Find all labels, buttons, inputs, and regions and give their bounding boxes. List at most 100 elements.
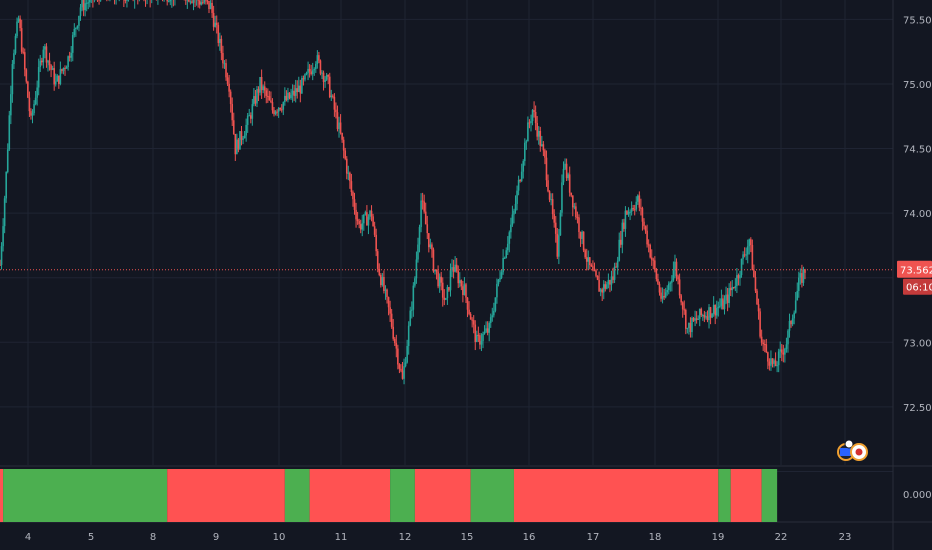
candle-body [468, 309, 470, 314]
indicator-segment [718, 469, 731, 522]
candle-body [226, 77, 229, 84]
candle-body [220, 38, 223, 53]
candle-body [372, 216, 374, 227]
candle-body [793, 312, 795, 319]
candle-body [214, 22, 216, 27]
candle-body [527, 122, 529, 142]
candle-body [684, 309, 687, 329]
candle-body [714, 304, 717, 316]
candle-body [706, 316, 709, 321]
candle-body [2, 226, 4, 247]
candle-body [616, 260, 619, 268]
candle-body [715, 307, 718, 316]
candle-body [212, 12, 215, 27]
last-price-label: 73.562 [900, 266, 932, 277]
candle-body [499, 277, 501, 280]
candle-body [618, 239, 621, 261]
candle-body [585, 257, 588, 262]
candle-body [746, 246, 749, 255]
candle-body [462, 286, 464, 295]
candle-body [567, 174, 569, 179]
price-axis[interactable]: 75.500 75.000 74.500 74.000 73.000 72.500 [903, 15, 932, 414]
candle-body [553, 214, 556, 223]
candle-body [205, 0, 207, 1]
candle-body [44, 46, 46, 50]
candle-body [578, 217, 580, 233]
candle-body [791, 318, 794, 325]
candle-body [660, 292, 662, 299]
candle-body [407, 325, 410, 347]
candle-body [51, 68, 54, 70]
price-tick-label: 72.500 [903, 403, 932, 414]
time-tick-label: 18 [649, 532, 662, 543]
candle-body [280, 109, 283, 111]
candle-body [579, 232, 582, 239]
candle-body [366, 212, 368, 226]
candle-body [790, 320, 792, 325]
candle-body [271, 102, 274, 111]
candle-body [794, 300, 797, 313]
candle-body [503, 257, 506, 259]
candle-body [65, 66, 68, 69]
candle-body [438, 276, 441, 287]
candle-body [725, 294, 727, 301]
time-tick-label: 11 [335, 532, 348, 543]
candle-body [590, 265, 593, 267]
candle-body [541, 144, 543, 146]
candle-body [273, 110, 275, 115]
candle-body [242, 138, 244, 140]
candle-body [81, 0, 83, 8]
candle-body [302, 78, 305, 80]
candle-body [702, 315, 704, 317]
candle-body [756, 290, 758, 305]
time-tick-label: 19 [712, 532, 725, 543]
candle-body [612, 276, 614, 280]
candle-body [8, 115, 11, 150]
candle-body [804, 269, 806, 273]
candle-body [739, 275, 741, 279]
candle-body [726, 294, 729, 303]
candle-body [39, 60, 42, 68]
candle-body [489, 317, 492, 324]
candle-body [259, 76, 261, 93]
candle-body [576, 217, 579, 219]
candle-body [480, 341, 483, 345]
candle-body [437, 271, 439, 287]
candle-body [169, 0, 172, 2]
time-axis[interactable]: 4 5 8 9 10 11 12 15 16 17 18 19 22 23 [25, 532, 852, 543]
candle-body [270, 100, 272, 103]
candle-body [339, 122, 342, 133]
candle-body [359, 224, 362, 230]
event-icons[interactable] [837, 439, 868, 461]
time-tick-label: 15 [461, 532, 474, 543]
candle-body [409, 310, 412, 326]
indicator-segment [513, 469, 719, 522]
candle-body [633, 209, 636, 211]
candle-body [460, 280, 463, 287]
candle-body [369, 210, 371, 217]
indicator-segment [761, 469, 778, 522]
time-tick-label: 16 [523, 532, 536, 543]
candle-body [729, 288, 732, 291]
candle-body [652, 259, 655, 261]
candle-body [626, 210, 628, 215]
candle-body [30, 111, 32, 116]
candle-body [785, 344, 788, 349]
candle-body [424, 211, 427, 225]
candle-body [595, 270, 597, 276]
candle-body [598, 279, 600, 292]
countdown-label: 06:10 [906, 283, 932, 294]
candle-body [234, 134, 237, 155]
candle-body [742, 254, 744, 259]
candle-body [663, 295, 665, 298]
candle-body [561, 182, 563, 213]
candle-body [290, 94, 292, 99]
candle-body [228, 83, 230, 92]
candle-body [570, 192, 573, 196]
candle-body [287, 92, 289, 101]
candle-body [646, 230, 648, 245]
candle-body [637, 195, 639, 202]
candle-body [335, 109, 337, 113]
